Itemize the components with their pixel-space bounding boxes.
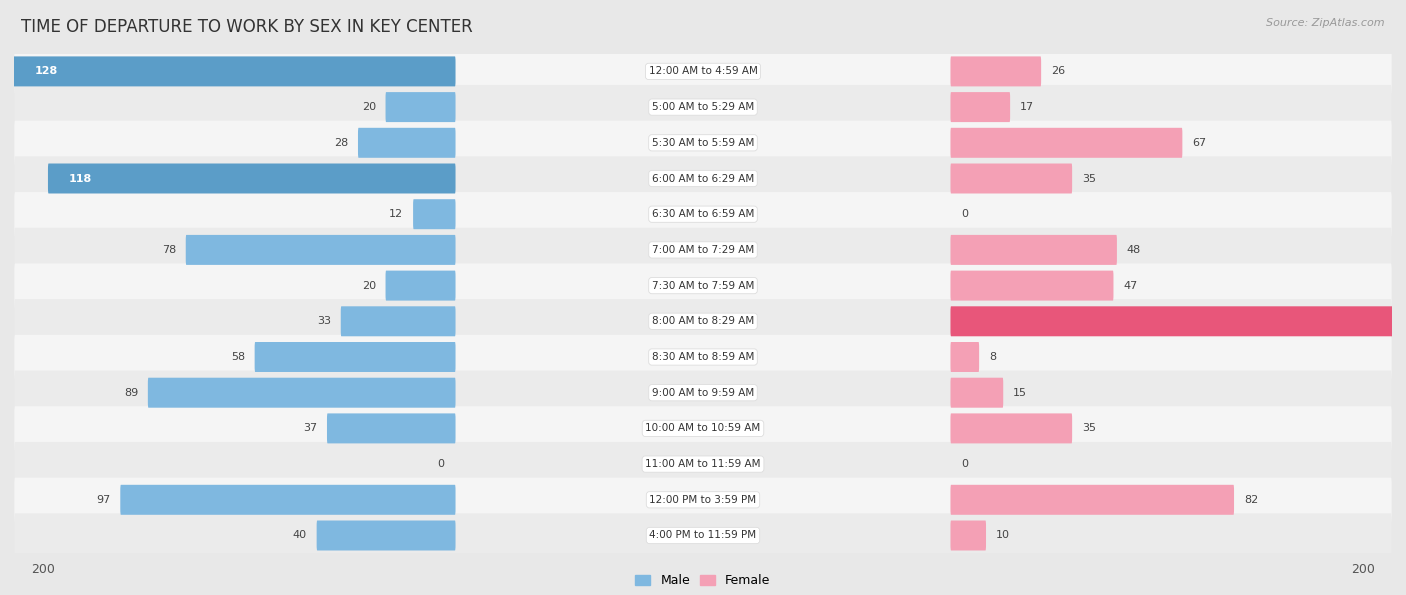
FancyBboxPatch shape [413,199,456,229]
FancyBboxPatch shape [14,513,1392,558]
FancyBboxPatch shape [14,49,1392,93]
FancyBboxPatch shape [48,164,456,193]
FancyBboxPatch shape [359,128,456,158]
FancyBboxPatch shape [14,228,1392,272]
Text: 0: 0 [437,459,444,469]
Text: 20: 20 [361,281,375,290]
FancyBboxPatch shape [316,521,456,550]
Text: TIME OF DEPARTURE TO WORK BY SEX IN KEY CENTER: TIME OF DEPARTURE TO WORK BY SEX IN KEY … [21,18,472,36]
FancyBboxPatch shape [385,271,456,300]
Text: 10: 10 [995,531,1010,540]
Text: 7:00 AM to 7:29 AM: 7:00 AM to 7:29 AM [652,245,754,255]
FancyBboxPatch shape [14,371,1392,415]
Text: 78: 78 [162,245,176,255]
Text: 89: 89 [124,388,138,397]
FancyBboxPatch shape [186,235,456,265]
Text: 82: 82 [1244,495,1258,505]
FancyBboxPatch shape [14,335,1392,379]
Text: 35: 35 [1083,174,1095,183]
FancyBboxPatch shape [950,235,1116,265]
FancyBboxPatch shape [14,121,1392,165]
FancyBboxPatch shape [14,264,1392,308]
Text: 26: 26 [1050,67,1064,76]
Text: 12:00 AM to 4:59 AM: 12:00 AM to 4:59 AM [648,67,758,76]
Text: 0: 0 [962,459,969,469]
Text: 6:30 AM to 6:59 AM: 6:30 AM to 6:59 AM [652,209,754,219]
Text: 11:00 AM to 11:59 AM: 11:00 AM to 11:59 AM [645,459,761,469]
FancyBboxPatch shape [14,85,1392,129]
FancyBboxPatch shape [950,271,1114,300]
FancyBboxPatch shape [950,414,1073,443]
Text: 47: 47 [1123,281,1137,290]
FancyBboxPatch shape [14,478,1392,522]
FancyBboxPatch shape [328,414,456,443]
Text: 118: 118 [69,174,93,183]
FancyBboxPatch shape [950,378,1004,408]
Text: 48: 48 [1126,245,1140,255]
Text: 12: 12 [389,209,404,219]
FancyBboxPatch shape [14,299,1392,343]
FancyBboxPatch shape [950,485,1234,515]
FancyBboxPatch shape [340,306,456,336]
Text: 200: 200 [31,563,55,577]
FancyBboxPatch shape [14,442,1392,486]
Text: 28: 28 [335,138,349,148]
FancyBboxPatch shape [950,306,1406,336]
FancyBboxPatch shape [121,485,456,515]
Text: 9:00 AM to 9:59 AM: 9:00 AM to 9:59 AM [652,388,754,397]
Text: 40: 40 [292,531,307,540]
FancyBboxPatch shape [254,342,456,372]
Text: 5:00 AM to 5:29 AM: 5:00 AM to 5:29 AM [652,102,754,112]
Legend: Male, Female: Male, Female [630,569,776,592]
FancyBboxPatch shape [950,57,1040,86]
Text: 200: 200 [1351,563,1375,577]
Text: 0: 0 [962,209,969,219]
FancyBboxPatch shape [950,342,979,372]
Text: 17: 17 [1019,102,1033,112]
Text: 67: 67 [1192,138,1206,148]
Text: 37: 37 [304,424,318,433]
FancyBboxPatch shape [14,406,1392,450]
Text: 20: 20 [361,102,375,112]
Text: 58: 58 [231,352,245,362]
Text: 4:00 PM to 11:59 PM: 4:00 PM to 11:59 PM [650,531,756,540]
FancyBboxPatch shape [385,92,456,122]
Text: 128: 128 [35,67,58,76]
Text: 5:30 AM to 5:59 AM: 5:30 AM to 5:59 AM [652,138,754,148]
Text: Source: ZipAtlas.com: Source: ZipAtlas.com [1267,18,1385,28]
Text: 10:00 AM to 10:59 AM: 10:00 AM to 10:59 AM [645,424,761,433]
FancyBboxPatch shape [14,192,1392,236]
Text: 7:30 AM to 7:59 AM: 7:30 AM to 7:59 AM [652,281,754,290]
FancyBboxPatch shape [14,57,456,86]
FancyBboxPatch shape [950,128,1182,158]
Text: 8:00 AM to 8:29 AM: 8:00 AM to 8:29 AM [652,317,754,326]
Text: 97: 97 [96,495,111,505]
Text: 35: 35 [1083,424,1095,433]
FancyBboxPatch shape [950,164,1073,193]
Text: 12:00 PM to 3:59 PM: 12:00 PM to 3:59 PM [650,495,756,505]
Text: 6:00 AM to 6:29 AM: 6:00 AM to 6:29 AM [652,174,754,183]
Text: 33: 33 [316,317,330,326]
FancyBboxPatch shape [950,521,986,550]
Text: 15: 15 [1012,388,1026,397]
Text: 8: 8 [988,352,995,362]
Text: 8:30 AM to 8:59 AM: 8:30 AM to 8:59 AM [652,352,754,362]
FancyBboxPatch shape [14,156,1392,201]
FancyBboxPatch shape [950,92,1010,122]
FancyBboxPatch shape [148,378,456,408]
